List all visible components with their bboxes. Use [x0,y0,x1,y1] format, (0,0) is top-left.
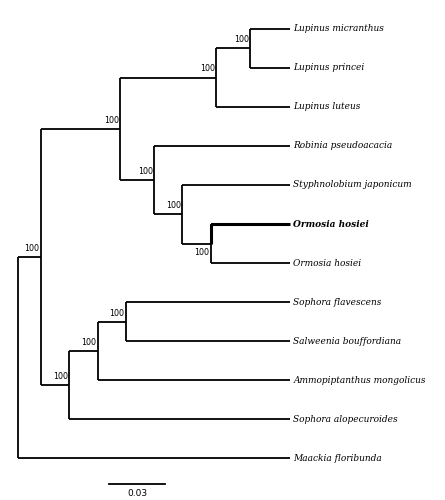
Text: 100: 100 [166,201,181,210]
Text: 100: 100 [138,167,153,176]
Text: 100: 100 [200,64,215,74]
Text: Ormosia hosiei: Ormosia hosiei [293,220,369,228]
Text: Lupinus micranthus: Lupinus micranthus [293,24,384,33]
Text: 100: 100 [81,338,96,347]
Text: Salweenia bouffordiana: Salweenia bouffordiana [293,336,401,345]
Text: 100: 100 [194,248,209,256]
Text: Styphnolobium japonicum: Styphnolobium japonicum [293,180,412,190]
Text: Lupinus luteus: Lupinus luteus [293,102,361,112]
Text: 100: 100 [234,35,249,44]
Text: 0.03: 0.03 [127,488,147,498]
Text: Ormosia hosiei: Ormosia hosiei [293,258,361,268]
Text: 100: 100 [109,308,125,318]
Text: Sophora alopecuroides: Sophora alopecuroides [293,415,398,424]
Text: 100: 100 [53,372,68,381]
Text: Lupinus princei: Lupinus princei [293,64,364,72]
Text: Robinia pseudoacacia: Robinia pseudoacacia [293,142,392,150]
Text: 100: 100 [104,116,119,124]
Text: Ammopiptanthus mongolicus: Ammopiptanthus mongolicus [293,376,426,385]
Text: Maackia floribunda: Maackia floribunda [293,454,382,463]
Text: Sophora flavescens: Sophora flavescens [293,298,382,306]
Text: 100: 100 [24,244,40,253]
